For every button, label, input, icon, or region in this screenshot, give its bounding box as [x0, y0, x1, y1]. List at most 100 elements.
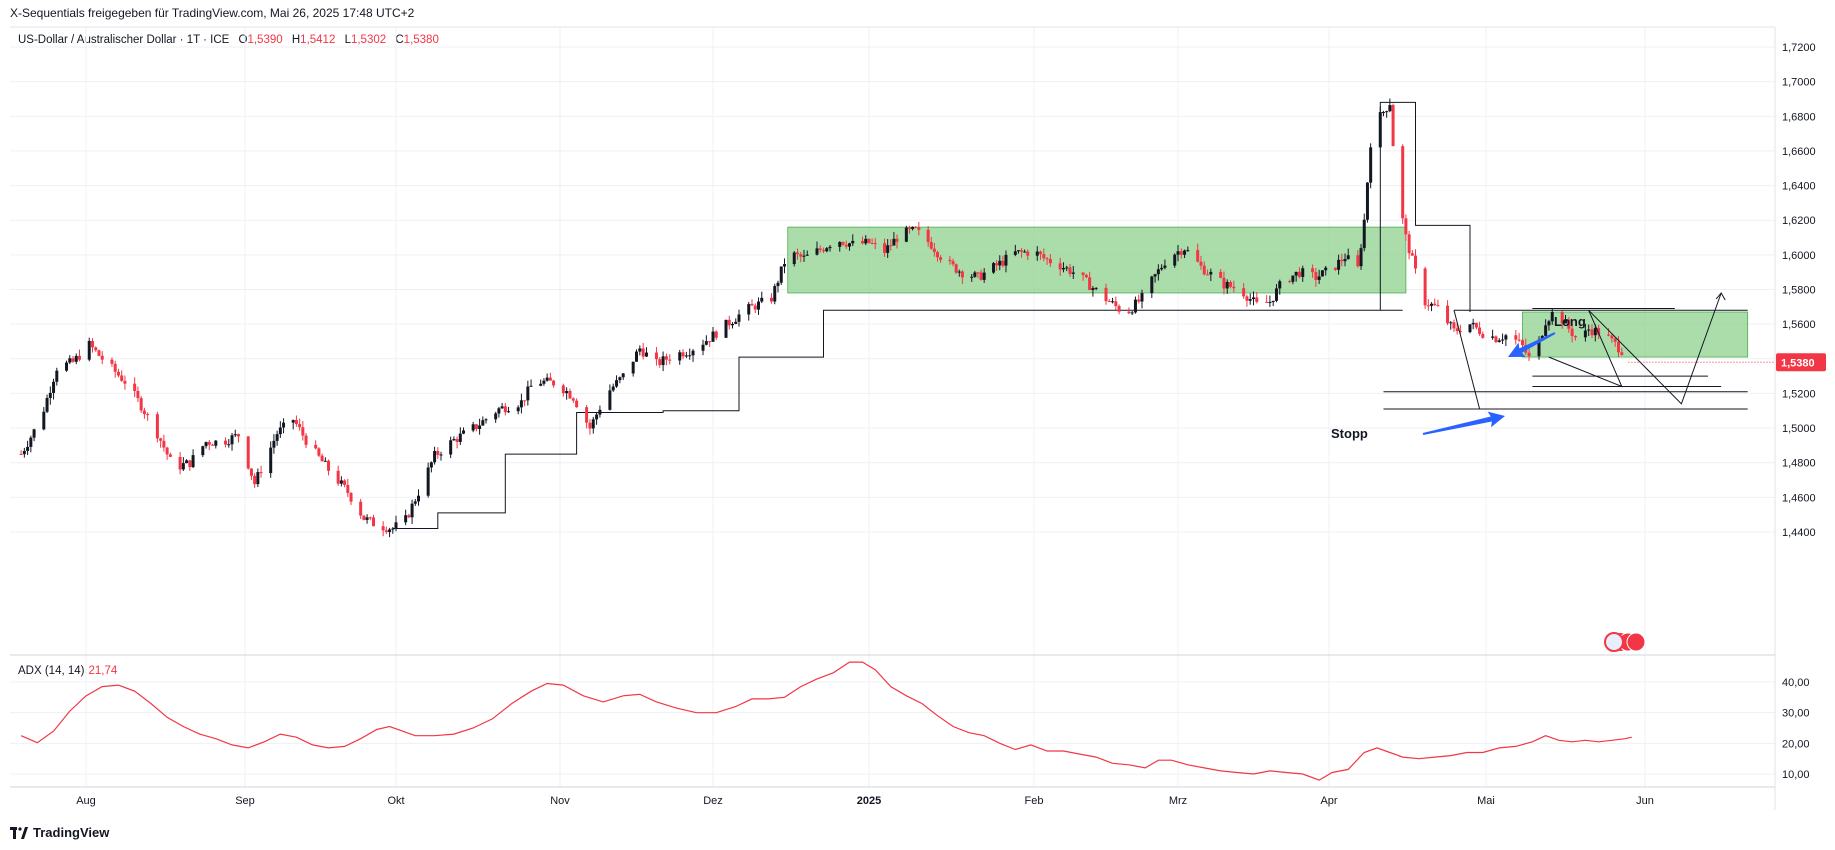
candle-body [668, 359, 672, 361]
candle-body [298, 424, 302, 428]
candle-body [1013, 251, 1017, 255]
candle-body [792, 252, 796, 265]
candle-body [71, 358, 75, 362]
candle-body [1343, 259, 1347, 262]
candle-body [68, 358, 72, 363]
candle-body [1004, 254, 1008, 266]
candle-body [1356, 255, 1360, 267]
candle-body [1140, 293, 1144, 302]
candle-body [185, 460, 189, 464]
candle-body [760, 297, 764, 302]
candle-body [1111, 301, 1115, 303]
candle-body [1471, 322, 1475, 325]
candle-body [1048, 259, 1052, 264]
candle-body [1199, 261, 1203, 266]
candle-body [1245, 296, 1249, 301]
candle-body [1186, 250, 1190, 252]
y-tick-label: 1,5200 [1782, 388, 1816, 400]
candle-body [282, 422, 286, 428]
open-value: 1,5390 [247, 34, 283, 46]
candle-body [911, 226, 915, 230]
candle-body [1520, 340, 1524, 346]
candle-body [568, 391, 572, 399]
candle-body [388, 529, 392, 533]
adx-legend[interactable]: ADX (14, 14) 21,74 [18, 665, 117, 677]
candle-body [1458, 331, 1462, 333]
adx-value: 21,74 [88, 665, 118, 677]
candle-body [272, 440, 276, 448]
candle-body [724, 319, 728, 338]
candle-body [327, 460, 331, 471]
candle-body [641, 348, 645, 357]
candle-body [449, 440, 453, 455]
candle-body [1255, 297, 1259, 302]
candle-body [439, 454, 443, 456]
candle-body [1035, 251, 1039, 256]
candle-body [917, 227, 921, 230]
candle-body [1590, 329, 1594, 336]
candle-body [621, 373, 625, 378]
candle-body [979, 272, 983, 280]
candle-body [436, 450, 440, 455]
candle-body [1547, 321, 1551, 326]
tradingview-footer[interactable]: TradingView [10, 825, 109, 840]
candle-body [1404, 218, 1408, 235]
candle-body [1311, 268, 1315, 273]
candle-body [484, 419, 488, 421]
candle-body [113, 363, 117, 372]
candle-body [19, 454, 23, 456]
candle-body [1317, 276, 1321, 280]
candle-body [1020, 250, 1024, 252]
last-price-tag [1776, 353, 1826, 372]
candle-body [142, 410, 146, 415]
candle-body [1117, 306, 1121, 312]
symbol-label[interactable]: US-Dollar / Australischer Dollar · 1T · … [18, 34, 230, 46]
candle-body [191, 455, 195, 468]
long-arrow-icon [1507, 332, 1556, 358]
candle-body [29, 437, 33, 447]
candle-body [907, 227, 911, 230]
candle-body [776, 282, 780, 287]
candle-body [349, 493, 353, 502]
candle-body [1504, 335, 1508, 340]
candle-body [1517, 339, 1521, 341]
candle-body [452, 439, 456, 441]
candle-body [404, 515, 408, 523]
candle-body [519, 400, 523, 408]
candle-body [123, 380, 127, 384]
tradingview-logo-icon [10, 826, 28, 839]
candle-body [1294, 271, 1298, 276]
candle-body [873, 243, 877, 245]
candle-body [1593, 327, 1597, 336]
candle-body [233, 434, 237, 436]
candle-body [1527, 352, 1531, 357]
candle-body [52, 381, 56, 393]
candle-body [1597, 327, 1601, 335]
candle-body [1365, 182, 1369, 220]
candle-body [426, 467, 430, 496]
y-tick-label: 20,00 [1782, 738, 1810, 750]
candle-body [848, 243, 851, 247]
annotation-label: Stopp [1331, 426, 1368, 441]
candle-body [362, 515, 366, 520]
candle-body [753, 305, 757, 310]
candle-body [1494, 336, 1498, 343]
candle-body [1291, 275, 1295, 282]
y-tick-label: 1,6600 [1782, 146, 1816, 158]
stair-step-line [392, 101, 1471, 529]
candle-body [954, 264, 958, 273]
candle-body [654, 352, 658, 360]
x-tick-label: Okt [387, 795, 404, 807]
y-tick-label: 10,00 [1782, 769, 1810, 781]
candle-body [796, 252, 799, 255]
candle-body [1314, 272, 1318, 280]
candle-body [1071, 272, 1075, 274]
candle-body [802, 255, 806, 257]
candle-body [110, 359, 114, 364]
candle-body [433, 450, 437, 463]
candle-body [1478, 327, 1482, 334]
candle-body [1537, 339, 1541, 357]
y-tick-label: 30,00 [1782, 708, 1810, 720]
candle-body [631, 361, 635, 374]
